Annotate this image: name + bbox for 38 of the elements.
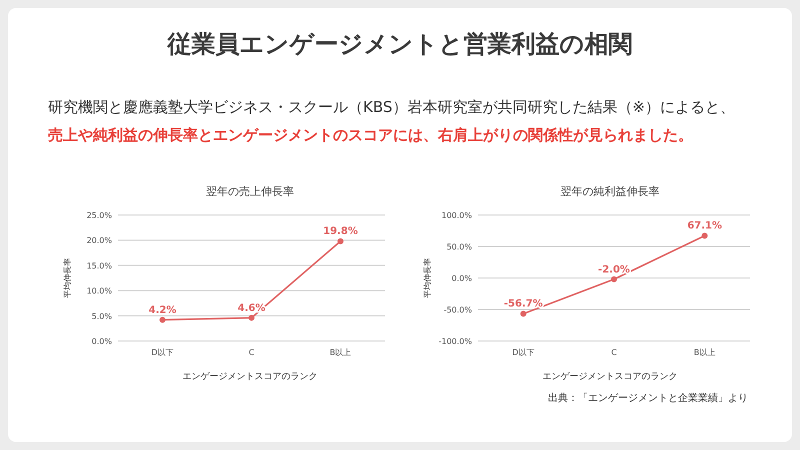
- y-tick-label: 0.0%: [452, 274, 472, 283]
- text: 従業員エンゲージメントと営業利益の相関: [166, 30, 632, 58]
- data-label: 4.2%: [148, 304, 176, 316]
- x-tick-label: C: [611, 348, 618, 357]
- point: [338, 238, 344, 244]
- x-tick-label: C: [248, 348, 255, 357]
- x-axis-title: エンゲージメントスコアのランク: [542, 371, 678, 382]
- x-tick-label: B以上: [694, 348, 716, 357]
- y-axis-title: 平均伸長率: [63, 258, 72, 298]
- chart-title: 翌年の純利益伸長率: [560, 185, 660, 198]
- point: [702, 232, 708, 239]
- x-tick-label: D以下: [512, 348, 534, 357]
- data-label: -2.0%: [598, 264, 630, 276]
- text: 売上や純利益の伸長率とエンゲージメントのスコアには、右肩上がりの関係性が見られました。: [48, 126, 693, 144]
- data-label: 67.1%: [687, 220, 722, 232]
- y-tick-label: 0.0%: [92, 337, 112, 346]
- data-label: 19.8%: [323, 226, 358, 238]
- x-axis-title: エンゲージメントスコアのランク: [182, 371, 318, 382]
- y-tick-label: -50.0%: [444, 306, 472, 314]
- point: [520, 310, 526, 317]
- y-tick-label: -100.0%: [438, 337, 472, 346]
- y-axis-title: 平均伸長率: [423, 258, 432, 298]
- source-note: 出典：「エンゲージメントと企業業績」より: [548, 392, 748, 404]
- point: [160, 316, 166, 323]
- y-tick-label: 10.0%: [86, 286, 112, 296]
- point: [611, 276, 617, 282]
- y-tick-label: 15.0%: [86, 261, 112, 270]
- x-tick-label: D以下: [151, 348, 174, 357]
- y-tick-label: 25.0%: [86, 211, 112, 220]
- y-tick-label: 50.0%: [446, 242, 472, 252]
- data-label: -56.7%: [504, 298, 543, 310]
- point: [248, 314, 254, 321]
- y-tick-label: 20.0%: [86, 236, 112, 246]
- chart-title: 翌年の売上伸長率: [206, 185, 294, 198]
- x-tick-label: B以上: [330, 348, 352, 357]
- y-tick-label: 100.0%: [441, 211, 472, 220]
- y-tick-label: 5.0%: [92, 312, 112, 321]
- text: 研究機関と慶應義塾大学ビジネス・スクール（KBS）岩本研究室が共同研究した結果（※）によると、: [48, 98, 735, 116]
